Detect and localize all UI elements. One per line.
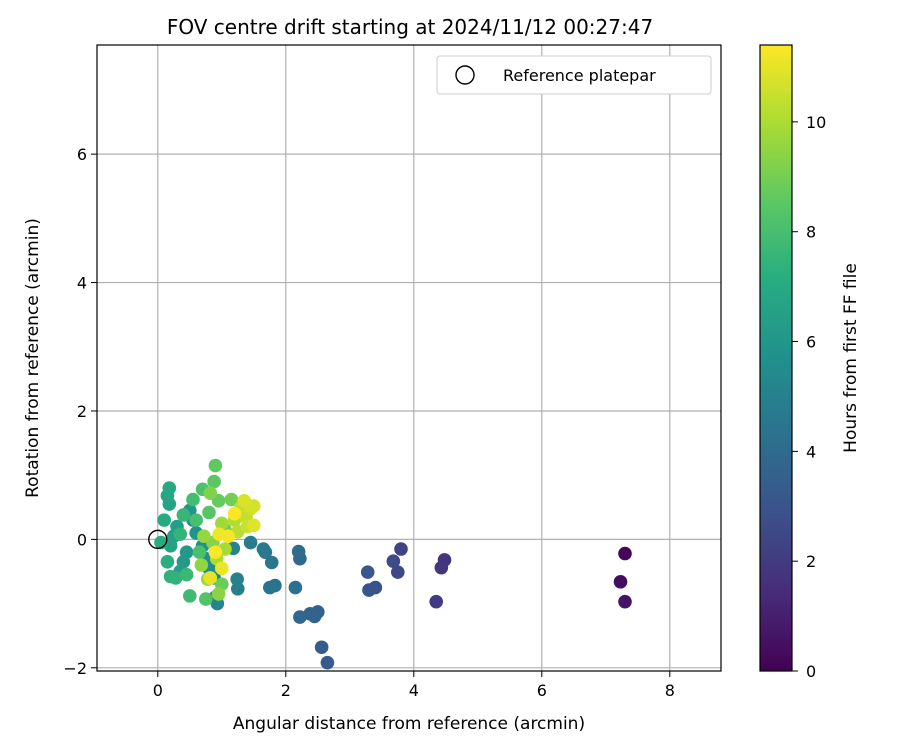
legend: Reference platepar: [436, 55, 712, 95]
data-point: [227, 506, 242, 521]
reference-marker: [148, 529, 168, 550]
data-point: [208, 545, 223, 560]
plot-frame: [96, 44, 722, 672]
data-point: [293, 610, 307, 624]
data-point: [173, 527, 187, 542]
data-point: [256, 542, 271, 556]
data-point: [160, 555, 175, 569]
data-point: [183, 589, 197, 603]
data-point: [243, 535, 258, 550]
data-point: [314, 640, 329, 655]
colorbar: 0 2 4 6 8 10 Hours from first FF file: [759, 44, 861, 681]
y-tick-label: −2: [63, 659, 87, 678]
colorbar-tick-label: 4: [806, 442, 816, 461]
x-tick-label: 8: [665, 681, 675, 700]
data-point: [189, 513, 203, 527]
legend-entry-reference: Reference platepar: [503, 66, 656, 85]
data-point: [215, 516, 229, 531]
x-tick-label: 2: [281, 681, 291, 700]
x-tick-label: 4: [409, 681, 419, 700]
data-point: [199, 592, 213, 606]
colorbar-tick-label: 10: [806, 113, 826, 132]
data-point: [202, 505, 216, 520]
data-point: [429, 594, 444, 609]
colorbar-tick-label: 6: [806, 333, 816, 352]
colorbar-tick-label: 0: [806, 662, 816, 681]
x-axis-label: Angular distance from reference (arcmin): [233, 714, 585, 734]
data-point: [618, 594, 632, 609]
data-point: [221, 529, 235, 543]
data-point: [197, 529, 211, 543]
data-point: [224, 492, 239, 507]
data-point: [288, 580, 303, 595]
colorbar-frame: [759, 44, 793, 672]
colorbar-tick-label: 8: [806, 223, 816, 242]
data-point: [247, 518, 261, 533]
data-point: [162, 481, 177, 495]
y-tick-label: 2: [77, 402, 87, 421]
y-axis-label: Rotation from reference (arcmin): [23, 218, 43, 498]
x-tick-label: 0: [153, 681, 163, 700]
data-point: [362, 583, 376, 597]
x-tick-label: 6: [537, 681, 547, 700]
data-point: [215, 561, 229, 576]
y-tick-label: 6: [77, 145, 87, 164]
y-tick-label: 4: [77, 274, 87, 293]
data-point: [291, 544, 306, 559]
data-point: [207, 474, 221, 489]
data-point: [391, 565, 405, 579]
data-point: [237, 494, 251, 508]
data-point: [203, 571, 218, 585]
data-point: [211, 587, 226, 601]
data-point: [320, 655, 335, 670]
data-point: [168, 571, 183, 585]
data-point: [157, 513, 171, 527]
data-point: [263, 580, 277, 595]
data-point: [231, 582, 245, 596]
chart-title: FOV centre drift starting at 2024/11/12 …: [167, 15, 653, 39]
data-point: [194, 558, 209, 572]
data-point: [230, 572, 244, 586]
data-point: [303, 607, 317, 621]
data-point: [613, 574, 628, 589]
legend-marker: [455, 65, 475, 85]
x-axis-ticks: 0 2 4 6 8: [153, 671, 675, 700]
data-point: [192, 545, 207, 560]
data-point: [208, 458, 223, 473]
reference-platepar-point: [148, 529, 168, 550]
data-point: [394, 542, 408, 556]
colorbar-ticks: 0 2 4 6 8 10: [792, 113, 826, 681]
y-tick-label: 0: [77, 530, 87, 549]
data-point: [360, 565, 375, 579]
y-axis-ticks: −2 0 2 4 6: [63, 145, 97, 678]
data-point: [186, 492, 200, 507]
data-point: [386, 554, 401, 569]
colorbar-tick-label: 2: [806, 552, 816, 571]
colorbar-label: Hours from first FF file: [841, 263, 861, 453]
data-point: [179, 567, 194, 582]
data-point: [203, 486, 218, 500]
data-points: [154, 458, 632, 670]
legend-box: [436, 55, 712, 95]
colorbar-gradient: [760, 45, 792, 671]
data-point: [618, 546, 632, 561]
data-point: [264, 555, 279, 570]
data-point: [434, 560, 449, 575]
data-point: [176, 508, 191, 522]
